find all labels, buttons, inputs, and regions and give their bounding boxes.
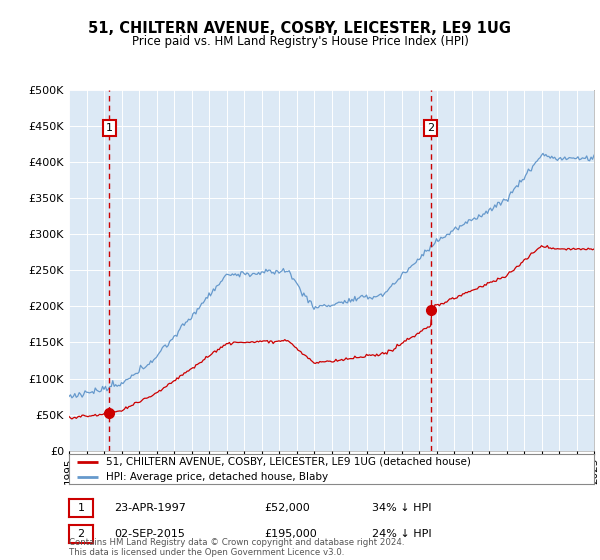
- Text: 51, CHILTERN AVENUE, COSBY, LEICESTER, LE9 1UG: 51, CHILTERN AVENUE, COSBY, LEICESTER, L…: [89, 21, 511, 36]
- Text: 24% ↓ HPI: 24% ↓ HPI: [372, 529, 431, 539]
- Text: 2: 2: [77, 529, 85, 539]
- Text: HPI: Average price, detached house, Blaby: HPI: Average price, detached house, Blab…: [106, 472, 328, 482]
- Text: 02-SEP-2015: 02-SEP-2015: [114, 529, 185, 539]
- Text: 23-APR-1997: 23-APR-1997: [114, 503, 186, 513]
- Text: £195,000: £195,000: [264, 529, 317, 539]
- Text: 2: 2: [427, 123, 434, 133]
- Text: Contains HM Land Registry data © Crown copyright and database right 2024.
This d: Contains HM Land Registry data © Crown c…: [69, 538, 404, 557]
- Text: 1: 1: [106, 123, 113, 133]
- Text: 1: 1: [77, 503, 85, 513]
- Text: 51, CHILTERN AVENUE, COSBY, LEICESTER, LE9 1UG (detached house): 51, CHILTERN AVENUE, COSBY, LEICESTER, L…: [106, 457, 470, 467]
- Text: Price paid vs. HM Land Registry's House Price Index (HPI): Price paid vs. HM Land Registry's House …: [131, 35, 469, 48]
- Text: £52,000: £52,000: [264, 503, 310, 513]
- Text: 34% ↓ HPI: 34% ↓ HPI: [372, 503, 431, 513]
